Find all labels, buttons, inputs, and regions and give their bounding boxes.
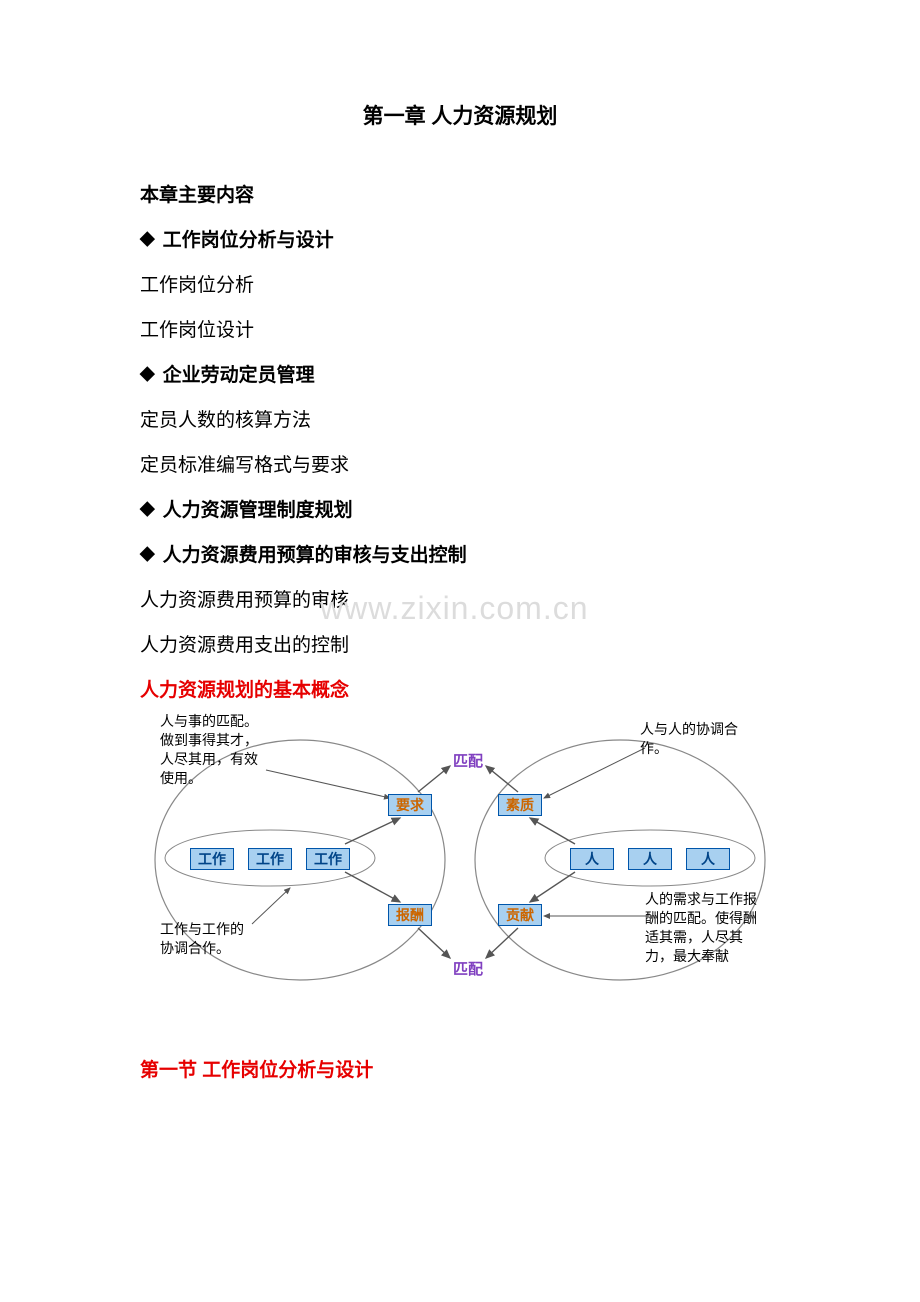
bullet-1-label: 工作岗位分析与设计: [163, 225, 334, 252]
diamond-icon: ◆: [140, 362, 155, 385]
person-box: 人: [628, 848, 672, 870]
bullet-3-label: 人力资源管理制度规划: [163, 495, 353, 522]
req-box: 要求: [388, 794, 432, 816]
diamond-icon: ◆: [140, 497, 155, 520]
qual-box: 素质: [498, 794, 542, 816]
red-heading-2: 第一节 工作岗位分析与设计: [140, 1055, 780, 1082]
bullet-2: ◆ 企业劳动定员管理: [140, 360, 780, 387]
anno-bottom-right: 人的需求与工作报酬的匹配。使得酬适其需，人尽其力，最大奉献: [645, 890, 775, 966]
bullet-1-sub-2: 工作岗位设计: [140, 315, 780, 342]
bullet-1: ◆ 工作岗位分析与设计: [140, 225, 780, 252]
bullet-2-sub-2: 定员标准编写格式与要求: [140, 450, 780, 477]
anno-top-left: 人与事的匹配。做到事得其才，人尽其用，有效使用。: [160, 712, 280, 788]
bullet-2-label: 企业劳动定员管理: [163, 360, 315, 387]
person-box: 人: [570, 848, 614, 870]
reward-box: 报酬: [388, 904, 432, 926]
bullet-4-sub-1: 人力资源费用预算的审核: [140, 585, 780, 612]
contrib-box: 贡献: [498, 904, 542, 926]
bullet-4: ◆ 人力资源费用预算的审核与支出控制: [140, 540, 780, 567]
page-title: 第一章 人力资源规划: [140, 100, 780, 130]
bullet-3: ◆ 人力资源管理制度规划: [140, 495, 780, 522]
match-top-label: 匹配: [453, 750, 483, 771]
concept-diagram: 人与事的匹配。做到事得其才，人尽其用，有效使用。 人与人的协调合作。 工作与工作…: [140, 710, 780, 1000]
match-bottom-label: 匹配: [453, 958, 483, 979]
bullet-4-label: 人力资源费用预算的审核与支出控制: [163, 540, 467, 567]
main-heading: 本章主要内容: [140, 180, 780, 207]
bullet-2-sub-1: 定员人数的核算方法: [140, 405, 780, 432]
bullet-4-sub-2: 人力资源费用支出的控制: [140, 630, 780, 657]
work-box: 工作: [248, 848, 292, 870]
work-box: 工作: [190, 848, 234, 870]
work-box: 工作: [306, 848, 350, 870]
anno-top-right: 人与人的协调合作。: [640, 720, 760, 758]
bullet-1-sub-1: 工作岗位分析: [140, 270, 780, 297]
anno-bottom-left: 工作与工作的协调合作。: [160, 920, 270, 958]
red-heading-1: 人力资源规划的基本概念: [140, 675, 780, 702]
diamond-icon: ◆: [140, 227, 155, 250]
person-box: 人: [686, 848, 730, 870]
diamond-icon: ◆: [140, 542, 155, 565]
